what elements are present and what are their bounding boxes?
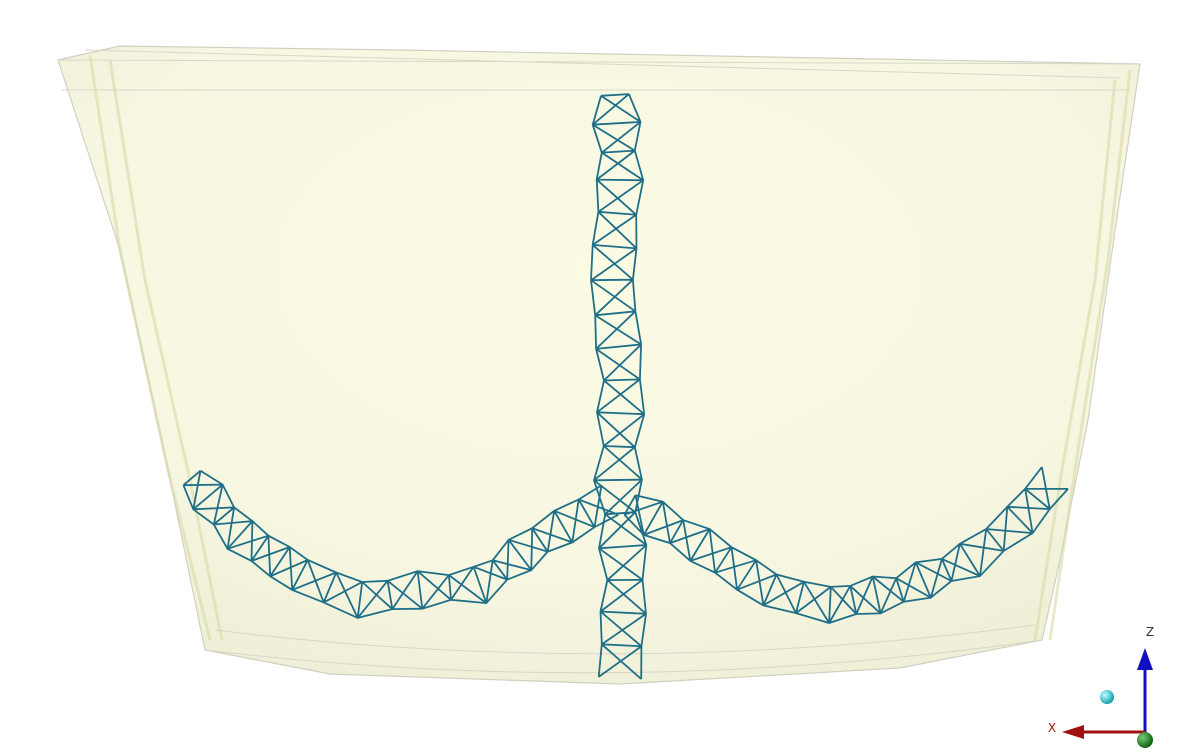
part-body (57, 45, 1141, 685)
y-axis-ball (1100, 690, 1114, 704)
x-arrow (1062, 725, 1084, 739)
truss (182, 469, 619, 619)
z-arrow (1137, 648, 1153, 670)
truss (623, 466, 1069, 624)
origin-ball (1137, 732, 1153, 748)
truss (590, 93, 648, 680)
axis-triad: Z X (1048, 625, 1154, 748)
x-label: X (1048, 721, 1056, 735)
lattice (182, 93, 1069, 680)
z-label: Z (1146, 625, 1154, 639)
